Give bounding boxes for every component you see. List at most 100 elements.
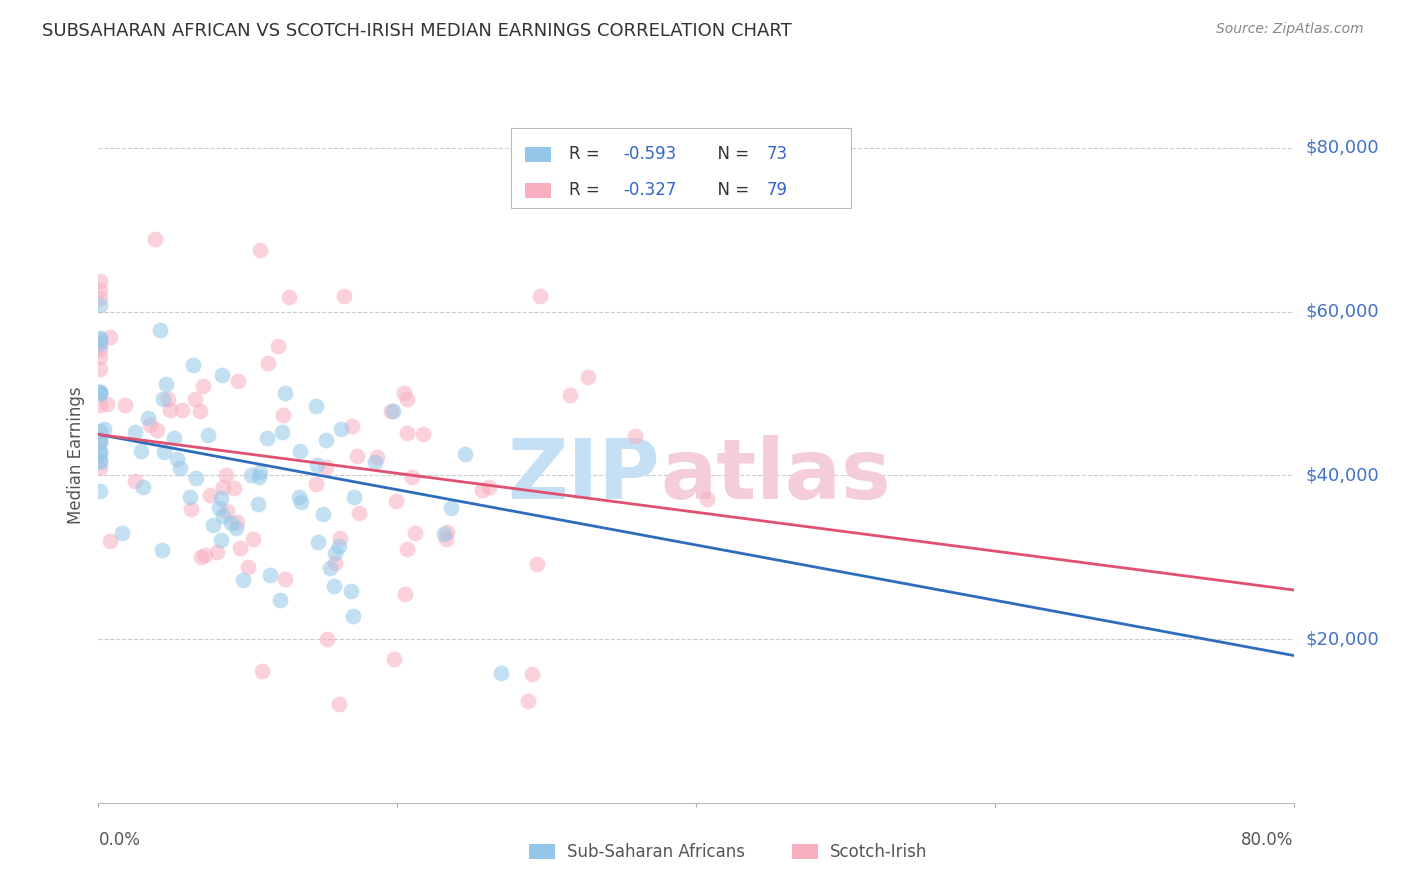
- Point: [342, 609, 364, 624]
- Point: [226, 515, 249, 529]
- Point: [138, 411, 160, 425]
- Point: [267, 339, 290, 353]
- FancyBboxPatch shape: [510, 128, 851, 208]
- Point: [340, 583, 363, 598]
- Point: [329, 532, 352, 546]
- Point: [366, 450, 388, 465]
- Point: [89, 331, 111, 345]
- Point: [184, 392, 207, 406]
- Point: [257, 356, 280, 370]
- Point: [156, 392, 179, 407]
- Point: [226, 375, 249, 389]
- Point: [271, 408, 294, 422]
- Point: [385, 494, 408, 508]
- Point: [454, 447, 477, 461]
- FancyBboxPatch shape: [792, 844, 818, 859]
- Text: $20,000: $20,000: [1305, 630, 1379, 648]
- Point: [305, 477, 328, 491]
- Point: [395, 541, 418, 556]
- Point: [155, 377, 177, 392]
- Point: [114, 398, 136, 412]
- Point: [89, 461, 111, 475]
- Point: [323, 556, 346, 570]
- Point: [132, 480, 155, 494]
- Point: [89, 444, 111, 458]
- Point: [250, 665, 273, 679]
- Point: [139, 417, 162, 432]
- Point: [169, 461, 191, 475]
- Point: [329, 422, 352, 436]
- Point: [188, 404, 211, 418]
- Point: [228, 541, 250, 555]
- Text: -0.327: -0.327: [623, 181, 676, 199]
- Point: [152, 392, 174, 406]
- Point: [193, 379, 215, 393]
- Point: [181, 359, 204, 373]
- FancyBboxPatch shape: [524, 146, 551, 162]
- FancyBboxPatch shape: [529, 844, 555, 859]
- Point: [89, 298, 111, 312]
- Point: [194, 548, 217, 562]
- Point: [89, 342, 111, 356]
- Point: [89, 453, 111, 467]
- Point: [247, 470, 270, 484]
- Point: [269, 593, 291, 607]
- Point: [340, 418, 363, 433]
- Point: [401, 470, 423, 484]
- Point: [325, 546, 347, 560]
- Text: $60,000: $60,000: [1305, 302, 1379, 321]
- Point: [111, 526, 134, 541]
- Point: [190, 550, 212, 565]
- Point: [307, 458, 329, 472]
- Point: [89, 446, 111, 460]
- Point: [529, 289, 551, 303]
- Point: [89, 385, 111, 400]
- Text: N =: N =: [707, 181, 754, 199]
- Point: [404, 526, 426, 541]
- Point: [315, 434, 337, 448]
- Point: [696, 491, 718, 506]
- Point: [166, 451, 188, 466]
- Point: [288, 491, 311, 505]
- Text: Source: ZipAtlas.com: Source: ZipAtlas.com: [1216, 22, 1364, 37]
- Point: [526, 557, 548, 571]
- Point: [89, 337, 111, 351]
- Point: [323, 579, 346, 593]
- Point: [89, 484, 111, 499]
- Point: [522, 666, 544, 681]
- Point: [100, 330, 122, 344]
- FancyBboxPatch shape: [524, 183, 551, 198]
- Point: [89, 455, 111, 469]
- Point: [346, 449, 368, 463]
- Point: [434, 532, 457, 546]
- Point: [209, 491, 232, 506]
- Point: [124, 474, 146, 488]
- Point: [382, 652, 405, 666]
- Point: [278, 290, 301, 304]
- Point: [124, 425, 146, 440]
- Point: [396, 392, 419, 406]
- Point: [412, 427, 434, 442]
- Point: [364, 455, 387, 469]
- Point: [436, 525, 458, 540]
- Point: [186, 471, 208, 485]
- Point: [328, 539, 350, 553]
- Point: [394, 587, 416, 601]
- Point: [215, 504, 238, 518]
- Text: $40,000: $40,000: [1305, 467, 1379, 484]
- Point: [290, 495, 312, 509]
- Point: [212, 480, 235, 494]
- Point: [219, 516, 242, 530]
- Point: [89, 384, 111, 399]
- Point: [259, 567, 281, 582]
- Point: [89, 292, 111, 306]
- Point: [232, 573, 254, 587]
- Point: [382, 404, 405, 418]
- Text: SUBSAHARAN AFRICAN VS SCOTCH-IRISH MEDIAN EARNINGS CORRELATION CHART: SUBSAHARAN AFRICAN VS SCOTCH-IRISH MEDIA…: [42, 22, 792, 40]
- Point: [225, 521, 247, 535]
- Point: [150, 542, 173, 557]
- Point: [274, 385, 297, 400]
- Point: [558, 387, 581, 401]
- Point: [207, 545, 229, 559]
- Point: [212, 509, 235, 524]
